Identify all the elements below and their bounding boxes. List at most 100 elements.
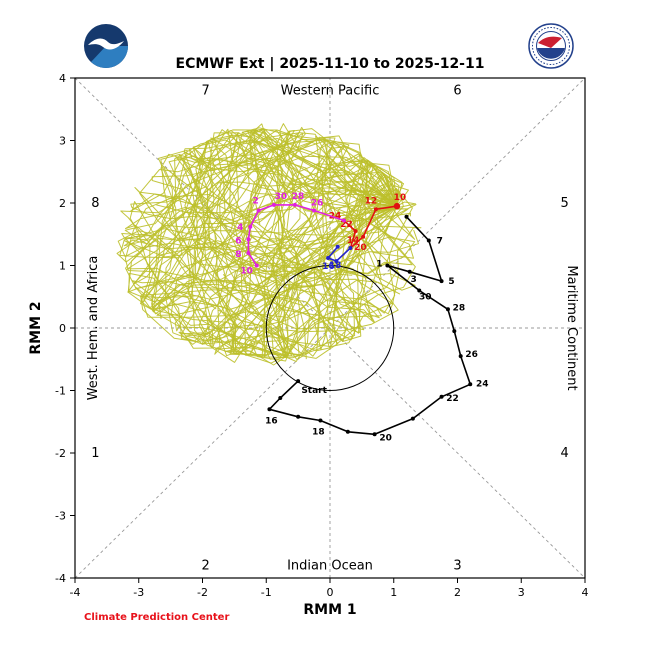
noaa-logo bbox=[84, 24, 128, 68]
observed-rmm-date-label: 22 bbox=[446, 394, 459, 404]
ensemble-member-line bbox=[131, 146, 398, 359]
y-tick-label: -1 bbox=[55, 385, 66, 398]
forecast-magenta-date-label: 10 bbox=[240, 267, 253, 277]
x-tick-label: 0 bbox=[327, 586, 334, 599]
forecast-red-date-label: 20 bbox=[354, 243, 367, 253]
observed-rmm-point bbox=[278, 396, 283, 400]
phase-guide-line bbox=[74, 77, 586, 579]
x-axis-label: RMM 1 bbox=[303, 602, 357, 618]
ensemble-member-line bbox=[133, 181, 398, 323]
forecast-blue-date-label: 16 bbox=[322, 262, 335, 272]
credit-text: Climate Prediction Center bbox=[84, 612, 230, 623]
forecast-magenta-point bbox=[246, 237, 251, 242]
ensemble-member-line bbox=[181, 128, 398, 357]
observed-rmm-point bbox=[267, 407, 272, 412]
observed-rmm-date-label: 1 bbox=[376, 260, 382, 270]
ensemble-member-line bbox=[178, 173, 400, 366]
forecast-magenta-point bbox=[312, 208, 317, 213]
ensemble-member-line bbox=[168, 155, 416, 357]
forecast-magenta-point bbox=[248, 224, 253, 229]
x-tick-label: 1 bbox=[390, 586, 397, 599]
phase-label-7: 7 bbox=[202, 84, 210, 99]
phase-label-3: 3 bbox=[453, 559, 461, 574]
forecast-red-date-label: 14 bbox=[347, 236, 360, 246]
forecast-blue-point bbox=[334, 259, 339, 264]
noaa-gull-icon bbox=[88, 38, 124, 50]
forecast-red-line bbox=[343, 205, 398, 249]
forecast-magenta-point bbox=[292, 202, 297, 207]
ensemble-member-line bbox=[184, 138, 422, 359]
nws-logo-globe bbox=[537, 48, 565, 59]
ensemble-member-line bbox=[140, 130, 398, 343]
ensemble-member-line bbox=[183, 151, 401, 357]
ensemble-member-line bbox=[212, 139, 398, 363]
observed-rmm-point bbox=[468, 382, 473, 387]
phase-label-8: 8 bbox=[91, 196, 99, 211]
y-axis-label: RMM 2 bbox=[28, 301, 44, 355]
observed-rmm-date-label: 7 bbox=[437, 237, 443, 247]
forecast-red-date-label: 24 bbox=[329, 212, 342, 222]
unit-circle bbox=[265, 265, 395, 391]
forecast-magenta-point bbox=[256, 208, 261, 213]
ensemble-member-line bbox=[119, 157, 398, 348]
forecast-blue-point bbox=[348, 246, 353, 250]
y-tick-label: -3 bbox=[55, 510, 66, 523]
forecast-blue-line bbox=[327, 246, 351, 262]
observed-rmm-date-label: 5 bbox=[448, 277, 454, 287]
forecast-red-date-label: 22 bbox=[340, 220, 353, 230]
observed-rmm-point bbox=[458, 354, 463, 359]
noaa-logo-lower bbox=[91, 46, 128, 68]
observed-rmm-point bbox=[407, 269, 412, 274]
nws-logo bbox=[528, 23, 574, 69]
observed-rmm-point bbox=[439, 394, 444, 399]
observed-rmm-date-label: 3 bbox=[411, 275, 417, 285]
observed-rmm-date-label: 26 bbox=[465, 350, 478, 360]
forecast-magenta-date-label: 6 bbox=[235, 236, 241, 246]
forecast-blue-point bbox=[326, 256, 331, 260]
ensemble-member-line bbox=[201, 137, 397, 345]
x-tick-label: -1 bbox=[261, 586, 272, 599]
observed-rmm-point bbox=[404, 214, 409, 219]
ensemble-member-line bbox=[117, 127, 398, 257]
forecast-magenta-point bbox=[246, 251, 251, 255]
ensemble-member-line bbox=[120, 146, 401, 330]
forecast-blue-point bbox=[335, 244, 340, 249]
forecast-red-date-label: 12 bbox=[365, 196, 378, 206]
observed-rmm-point bbox=[318, 418, 323, 423]
forecast-magenta-point bbox=[254, 263, 259, 268]
ensemble-member-line bbox=[151, 164, 398, 356]
observed-rmm-point bbox=[385, 263, 390, 268]
observed-rmm-date-label: 24 bbox=[476, 379, 489, 389]
ensemble-member-line bbox=[134, 137, 413, 357]
region-label-maritime-continent: Maritime Continent bbox=[564, 265, 579, 390]
phase-label-4: 4 bbox=[560, 446, 568, 461]
observed-rmm-point bbox=[445, 307, 450, 312]
observed-rmm-line bbox=[268, 216, 472, 436]
forecast-red-point bbox=[353, 229, 358, 234]
forecast-magenta-date-label: 4 bbox=[237, 223, 243, 233]
y-tick-label: 1 bbox=[59, 260, 66, 273]
forecast-magenta-date-label: 30 bbox=[275, 192, 288, 202]
x-tick-label: -3 bbox=[133, 586, 144, 599]
region-label-western-pacific: Western Pacific bbox=[281, 84, 380, 99]
x-tick-label: -4 bbox=[70, 586, 81, 599]
observed-rmm-date-label: 30 bbox=[419, 293, 432, 303]
observed-rmm-point bbox=[452, 329, 457, 334]
forecast-magenta-point bbox=[342, 218, 347, 223]
y-tick-label: 3 bbox=[59, 135, 66, 148]
forecast-red-point bbox=[373, 207, 378, 212]
observed-rmm-point bbox=[345, 429, 350, 434]
y-tick-label: 4 bbox=[59, 72, 66, 85]
region-label-west-hem-africa: West. Hem. and Africa bbox=[86, 256, 101, 401]
phase-label-1: 1 bbox=[91, 446, 99, 461]
forecast-blue-date-label: 18 bbox=[329, 261, 342, 271]
observed-rmm-point bbox=[372, 432, 377, 437]
x-tick-label: 3 bbox=[518, 586, 525, 599]
forecast-magenta-point bbox=[271, 202, 276, 207]
nws-bird-icon bbox=[538, 36, 562, 48]
observed-rmm-point bbox=[296, 379, 301, 384]
y-tick-label: 2 bbox=[59, 197, 66, 210]
forecast-magenta-date-label: 8 bbox=[235, 250, 241, 260]
